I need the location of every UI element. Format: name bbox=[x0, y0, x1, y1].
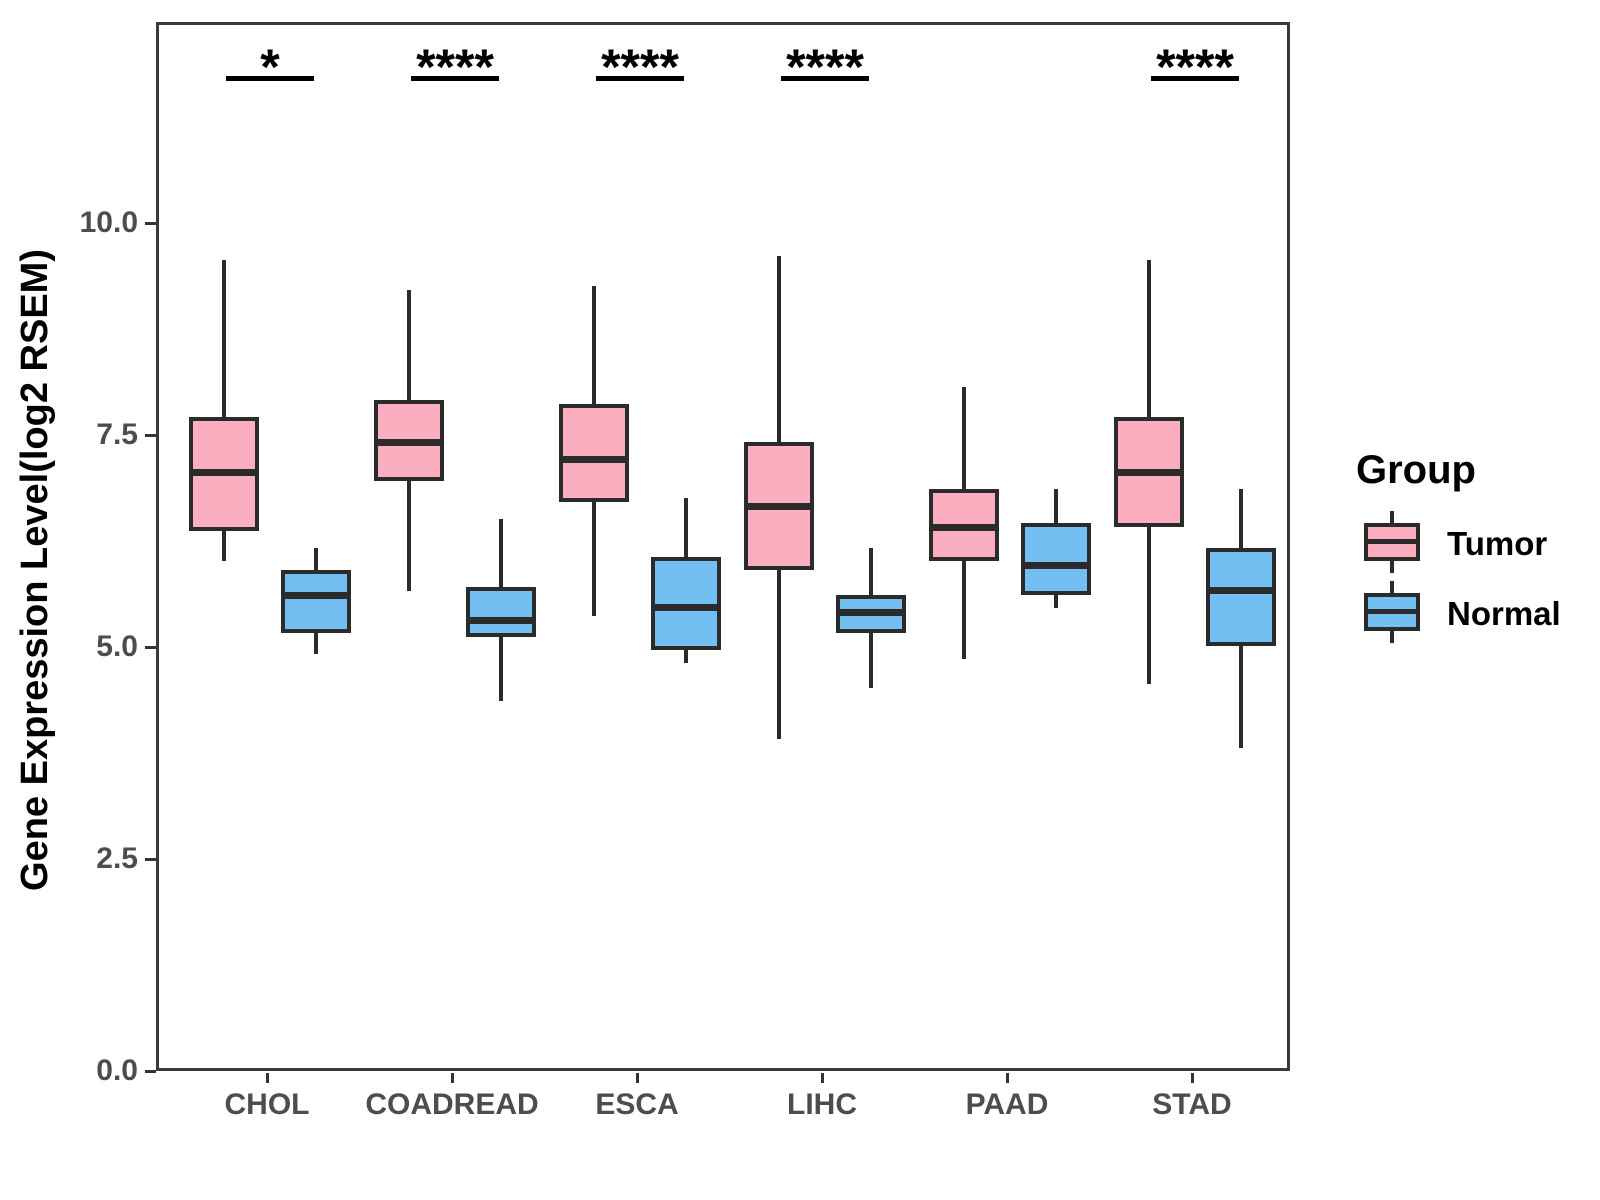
sig-label-COADREAD: **** bbox=[416, 39, 494, 95]
sig-label-STAD: **** bbox=[1156, 39, 1234, 95]
x-tick-label-ESCA: ESCA bbox=[595, 1088, 679, 1121]
boxplot-median-Normal-LIHC bbox=[836, 608, 906, 616]
legend-glyph-tumor bbox=[1364, 511, 1420, 573]
boxplot-median-Normal-CHOL bbox=[281, 591, 351, 599]
y-tick-mark-5.0 bbox=[145, 645, 156, 649]
y-tick-mark-0.0 bbox=[145, 1069, 156, 1073]
x-tick-label-COADREAD: COADREAD bbox=[365, 1088, 539, 1121]
x-tick-label-STAD: STAD bbox=[1152, 1088, 1232, 1121]
whisker-Tumor-CHOL bbox=[222, 260, 226, 562]
boxplot-box-Tumor-ESCA bbox=[559, 404, 629, 502]
sig-bar-LIHC bbox=[781, 76, 869, 81]
boxplot-median-Tumor-PAAD bbox=[929, 523, 999, 531]
x-tick-mark-PAAD bbox=[1005, 1073, 1009, 1083]
boxplot-box-Normal-ESCA bbox=[651, 556, 721, 651]
boxplot-median-Tumor-LIHC bbox=[744, 502, 814, 510]
plot-area: * **** **** **** **** bbox=[156, 22, 1290, 1071]
y-axis-title: Gene Expression Level(log2 RSEM) bbox=[14, 249, 56, 891]
x-tick-label-PAAD: PAAD bbox=[965, 1088, 1049, 1121]
sig-label-CHOL: * bbox=[260, 39, 280, 95]
boxplot-median-Tumor-CHOL bbox=[189, 468, 259, 476]
legend-normal-median-line bbox=[1364, 609, 1420, 614]
x-tick-mark-CHOL bbox=[265, 1073, 269, 1083]
boxplot-box-Normal-PAAD bbox=[1021, 522, 1091, 596]
sig-bar-COADREAD bbox=[411, 76, 499, 81]
y-tick-label-7.5: 7.5 bbox=[96, 418, 138, 452]
sig-bar-STAD bbox=[1151, 76, 1239, 81]
boxplot-median-Normal-ESCA bbox=[651, 604, 721, 612]
legend-label-tumor: Tumor bbox=[1447, 525, 1548, 562]
y-tick-mark-2.5 bbox=[145, 857, 156, 861]
x-tick-label-CHOL: CHOL bbox=[224, 1088, 310, 1121]
boxplot-median-Normal-STAD bbox=[1206, 587, 1276, 595]
legend-glyph-normal bbox=[1364, 581, 1420, 643]
x-tick-mark-ESCA bbox=[635, 1073, 639, 1083]
boxplot-median-Normal-PAAD bbox=[1021, 561, 1091, 569]
sig-label-LIHC: **** bbox=[786, 39, 864, 95]
boxplot-median-Tumor-COADREAD bbox=[374, 438, 444, 446]
boxplot-box-Normal-STAD bbox=[1206, 548, 1276, 646]
x-tick-mark-COADREAD bbox=[450, 1073, 454, 1083]
y-tick-label-2.5: 2.5 bbox=[96, 842, 138, 876]
y-tick-label-0.0: 0.0 bbox=[96, 1054, 138, 1087]
y-tick-mark-10.0 bbox=[145, 221, 156, 225]
legend-tumor-median-line bbox=[1364, 539, 1420, 544]
sig-bar-ESCA bbox=[596, 76, 684, 81]
boxplot-median-Tumor-STAD bbox=[1114, 468, 1184, 476]
boxplot-box-Normal-COADREAD bbox=[466, 586, 536, 638]
y-tick-label-10.0: 10.0 bbox=[79, 206, 138, 240]
boxplot-box-Normal-CHOL bbox=[281, 569, 351, 634]
legend-title: Group bbox=[1356, 448, 1476, 492]
sig-label-ESCA: **** bbox=[601, 39, 679, 95]
y-tick-mark-7.5 bbox=[145, 433, 156, 437]
x-tick-mark-LIHC bbox=[820, 1073, 824, 1083]
x-tick-mark-STAD bbox=[1190, 1073, 1194, 1083]
sig-bar-CHOL bbox=[226, 76, 314, 81]
boxplot-median-Tumor-ESCA bbox=[559, 455, 629, 463]
x-tick-label-LIHC: LIHC bbox=[787, 1088, 857, 1121]
boxplot-median-Normal-COADREAD bbox=[466, 616, 536, 624]
y-tick-label-5.0: 5.0 bbox=[96, 630, 138, 664]
legend-label-normal: Normal bbox=[1447, 595, 1561, 632]
